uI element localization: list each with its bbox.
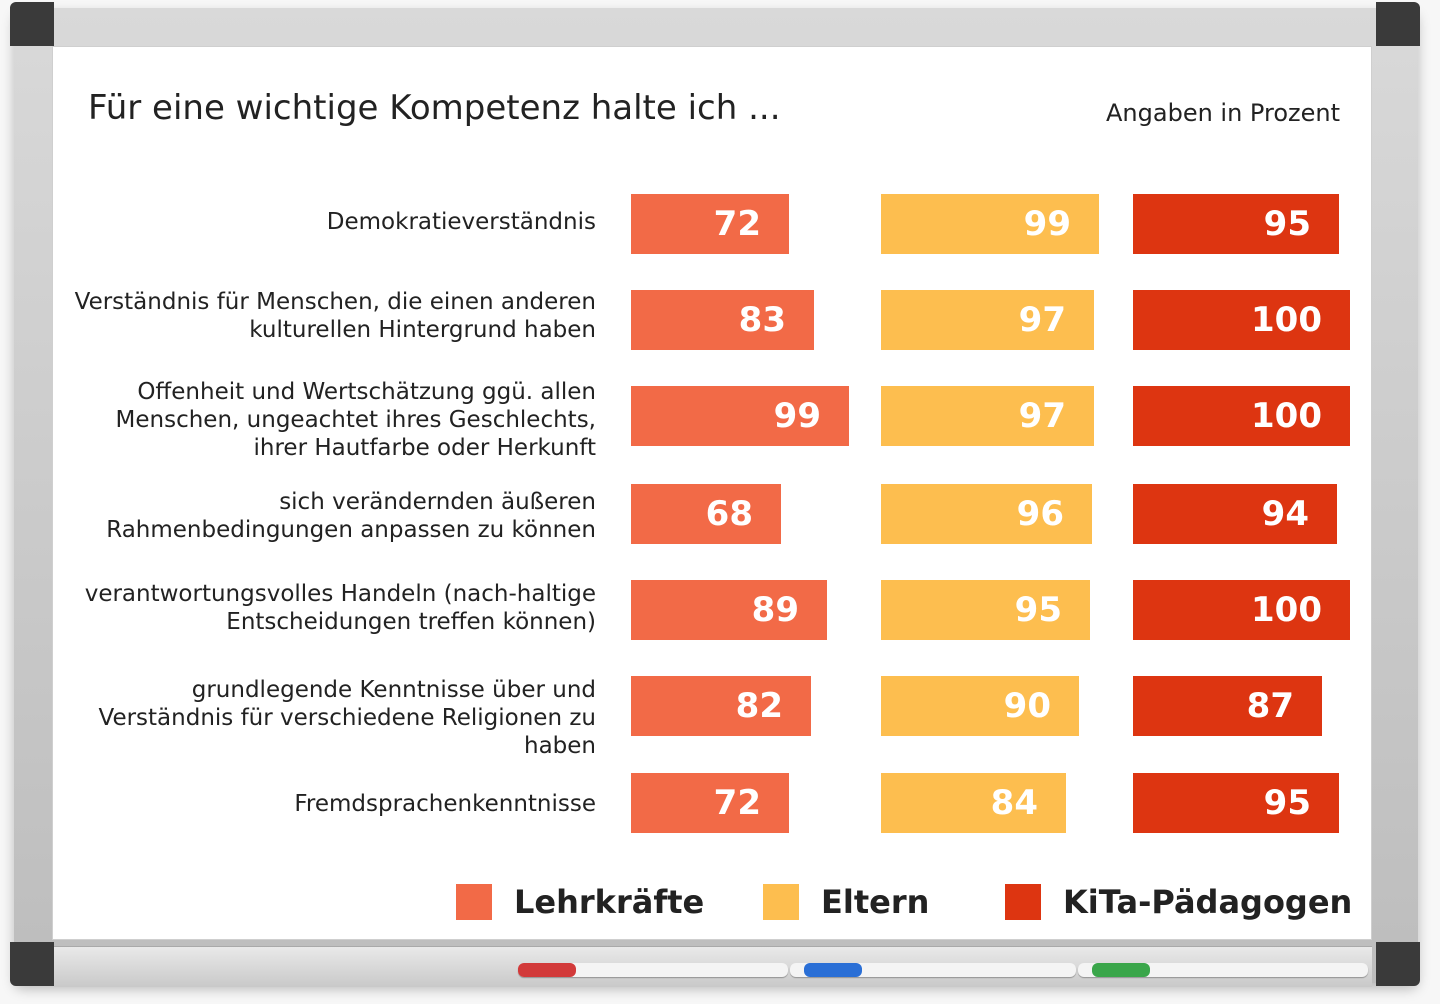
legend-item-eltern: Eltern [763, 880, 929, 924]
bar-1-1: 97 [881, 290, 1094, 350]
bar-2-1: 100 [1133, 290, 1350, 350]
bar-value-label: 96 [1016, 494, 1064, 534]
bar-value-label: 95 [1263, 204, 1311, 244]
bar-2-5: 87 [1133, 676, 1322, 736]
category-label: Fremdsprachenkenntnisse [294, 791, 596, 817]
legend-label: Eltern [821, 883, 930, 921]
chart-title: Für eine wichtige Kompetenz halte ich ..… [88, 88, 781, 128]
bar-2-6: 95 [1133, 773, 1339, 833]
bar-1-0: 99 [881, 194, 1099, 254]
frame-corner-bottom-right [1376, 942, 1420, 986]
bar-value-label: 99 [1023, 204, 1071, 244]
bar-value-label: 72 [713, 204, 761, 244]
bar-value-label: 84 [990, 783, 1038, 823]
bar-value-label: 72 [713, 783, 761, 823]
chart-subtitle: Angaben in Prozent [1106, 99, 1340, 127]
bar-1-4: 95 [881, 580, 1090, 640]
bar-0-0: 72 [631, 194, 789, 254]
category-label: Verständnis für Menschen, die einen ande… [74, 289, 596, 343]
frame-corner-top-left [10, 2, 54, 46]
bar-1-5: 90 [881, 676, 1079, 736]
bar-0-5: 82 [631, 676, 811, 736]
bar-value-label: 89 [751, 590, 799, 630]
category-label: verantwortungsvolles Handeln (nach-halti… [84, 581, 596, 635]
bar-value-label: 95 [1263, 783, 1311, 823]
legend-item-kita-paedagogen: KiTa-Pädagogen [1005, 880, 1352, 924]
bar-value-label: 100 [1251, 590, 1322, 630]
bar-value-label: 87 [1246, 686, 1294, 726]
bar-2-2: 100 [1133, 386, 1350, 446]
bar-0-2: 99 [631, 386, 849, 446]
green-marker [1078, 963, 1368, 977]
red-marker [518, 963, 788, 977]
bar-1-3: 96 [881, 484, 1092, 544]
bar-value-label: 83 [738, 300, 786, 340]
legend-item-lehrkraefte: Lehrkräfte [456, 880, 704, 924]
category-label: Offenheit und Wertschätzung ggü. allen M… [115, 379, 596, 461]
bar-0-6: 72 [631, 773, 789, 833]
category-label: grundlegende Kenntnisse über und Verstän… [98, 677, 597, 759]
marker-tray [54, 946, 1372, 987]
bar-2-4: 100 [1133, 580, 1350, 640]
legend-label: KiTa-Pädagogen [1063, 883, 1353, 921]
blue-marker [790, 963, 1076, 977]
bar-value-label: 100 [1251, 300, 1322, 340]
bar-0-3: 68 [631, 484, 781, 544]
category-label: sich verändernden äußeren Rahmenbedingun… [106, 489, 596, 543]
bar-0-1: 83 [631, 290, 814, 350]
bar-2-3: 94 [1133, 484, 1337, 544]
bar-1-6: 84 [881, 773, 1066, 833]
bar-value-label: 99 [773, 396, 821, 436]
bar-value-label: 90 [1003, 686, 1051, 726]
legend-swatch [1005, 884, 1041, 920]
legend-swatch [763, 884, 799, 920]
bar-2-0: 95 [1133, 194, 1339, 254]
bar-value-label: 97 [1018, 396, 1066, 436]
bar-value-label: 68 [705, 494, 753, 534]
bar-value-label: 100 [1251, 396, 1322, 436]
bar-1-2: 97 [881, 386, 1094, 446]
category-label: Demokratieverständnis [326, 209, 596, 235]
legend-swatch [456, 884, 492, 920]
bar-value-label: 97 [1018, 300, 1066, 340]
bar-value-label: 94 [1261, 494, 1309, 534]
frame-corner-bottom-left [10, 942, 54, 986]
bar-value-label: 82 [735, 686, 783, 726]
bar-0-4: 89 [631, 580, 827, 640]
bar-value-label: 95 [1014, 590, 1062, 630]
legend-label: Lehrkräfte [514, 883, 705, 921]
frame-corner-top-right [1376, 2, 1420, 46]
